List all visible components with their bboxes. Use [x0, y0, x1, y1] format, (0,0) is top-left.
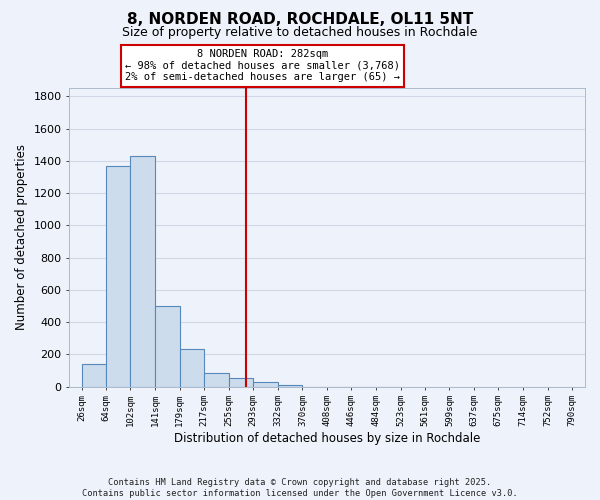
X-axis label: Distribution of detached houses by size in Rochdale: Distribution of detached houses by size …	[174, 432, 481, 445]
Bar	[82, 364, 106, 386]
Text: Size of property relative to detached houses in Rochdale: Size of property relative to detached ho…	[122, 26, 478, 39]
Bar	[130, 156, 155, 386]
Bar	[204, 373, 229, 386]
Text: 8 NORDEN ROAD: 282sqm
← 98% of detached houses are smaller (3,768)
2% of semi-de: 8 NORDEN ROAD: 282sqm ← 98% of detached …	[125, 49, 400, 82]
Text: 8, NORDEN ROAD, ROCHDALE, OL11 5NT: 8, NORDEN ROAD, ROCHDALE, OL11 5NT	[127, 12, 473, 28]
Bar	[278, 385, 302, 386]
Bar	[106, 166, 130, 386]
Bar	[155, 306, 180, 386]
Bar	[180, 350, 204, 387]
Bar	[253, 382, 278, 386]
Y-axis label: Number of detached properties: Number of detached properties	[15, 144, 28, 330]
Text: Contains HM Land Registry data © Crown copyright and database right 2025.
Contai: Contains HM Land Registry data © Crown c…	[82, 478, 518, 498]
Bar	[229, 378, 253, 386]
